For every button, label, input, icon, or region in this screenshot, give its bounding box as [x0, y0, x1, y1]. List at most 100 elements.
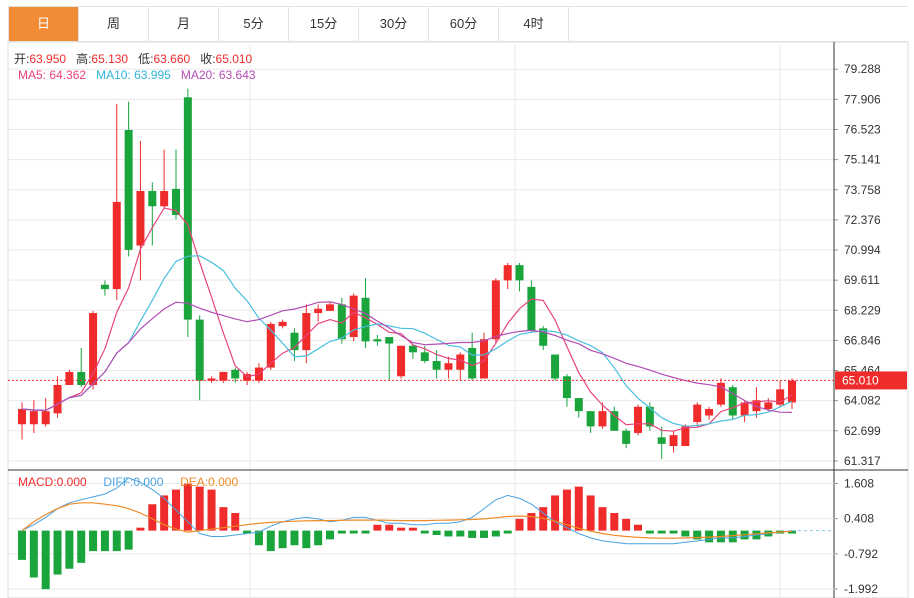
macd-tick-label: 0.408	[844, 512, 874, 526]
macd-bar	[622, 518, 631, 531]
candle-body	[610, 411, 619, 431]
macd-bar	[337, 530, 346, 534]
tab-0[interactable]: 日	[9, 7, 79, 41]
price-tick-label: 66.846	[844, 333, 881, 347]
candle-body	[681, 426, 690, 447]
macd-bar	[693, 530, 702, 540]
macd-bar	[361, 530, 370, 534]
macd-bar	[610, 513, 619, 531]
candle-body	[100, 284, 109, 290]
candle-body	[314, 308, 323, 314]
price-tick-label: 69.611	[844, 273, 880, 287]
macd-bar	[420, 530, 429, 534]
macd-bar	[195, 486, 204, 531]
candle-body	[491, 280, 500, 340]
tab-3[interactable]: 5分	[219, 7, 289, 41]
macd-bar	[112, 530, 121, 552]
ma20-line	[21, 301, 793, 413]
candle-body	[586, 411, 595, 427]
tab-7[interactable]: 4时	[499, 7, 569, 41]
candle-body	[728, 387, 737, 416]
candle-body	[515, 265, 524, 281]
macd-bar	[266, 530, 275, 552]
close-label: 收:	[200, 52, 216, 66]
tab-2[interactable]: 月	[149, 7, 219, 41]
last-price-label: 65.010	[842, 373, 879, 387]
tab-5[interactable]: 30分	[359, 7, 429, 41]
diff-value: 0.000	[133, 475, 164, 489]
candle-body	[53, 385, 62, 414]
dea-label: DEA:	[180, 475, 209, 489]
candle-body	[740, 402, 749, 416]
macd-label: MACD:	[18, 475, 57, 489]
candle-body	[705, 408, 714, 416]
macd-bar	[65, 530, 74, 569]
macd-bar	[681, 530, 690, 537]
candle-body	[764, 402, 773, 409]
candle-body	[148, 191, 157, 207]
macd-bar	[788, 530, 796, 534]
candle-body	[349, 295, 358, 338]
candle-body	[420, 352, 429, 362]
candle-body	[669, 435, 678, 447]
price-tick-label: 73.758	[844, 183, 881, 197]
dea-value: 0.000	[208, 475, 239, 489]
ma5-label: MA5:	[18, 68, 47, 82]
price-tick-label: 68.229	[844, 303, 881, 317]
macd-bar	[290, 530, 299, 546]
candle-body	[788, 380, 796, 403]
candle-body	[337, 304, 346, 340]
candle-body	[622, 430, 631, 444]
candle-body	[219, 371, 228, 381]
macd-bar	[551, 495, 560, 531]
candle-body	[527, 286, 536, 331]
macd-bar	[645, 530, 654, 534]
macd-bar	[491, 530, 500, 537]
ma5-value: 64.362	[49, 68, 87, 82]
macd-bar	[41, 530, 50, 590]
macd-bar	[124, 530, 133, 550]
price-tick-label: 79.288	[844, 62, 881, 76]
candle-body	[77, 371, 86, 385]
price-tick-label: 70.994	[844, 243, 881, 257]
macd-bar	[314, 530, 323, 546]
candle-body	[373, 339, 382, 342]
candle-body	[124, 130, 133, 250]
candle-body	[29, 411, 38, 425]
candle-body	[657, 437, 666, 444]
macd-bar	[408, 527, 417, 531]
close-value: 65.010	[215, 52, 253, 66]
candle-body	[385, 337, 394, 344]
price-tick-label: 76.523	[844, 122, 881, 136]
candle-body	[562, 376, 571, 399]
price-tick-label: 62.699	[844, 424, 881, 438]
macd-bar	[136, 527, 145, 531]
macd-bar	[160, 495, 169, 531]
macd-bar	[29, 530, 38, 578]
macd-tick-label: -1.992	[844, 582, 878, 596]
macd-bar	[89, 530, 98, 552]
macd-bar	[243, 530, 252, 534]
macd-bar	[100, 530, 109, 552]
macd-bar	[456, 530, 465, 537]
tab-4[interactable]: 15分	[289, 7, 359, 41]
tab-6[interactable]: 60分	[429, 7, 499, 41]
macd-bar	[598, 507, 607, 531]
high-value: 65.130	[91, 52, 129, 66]
macd-bar	[562, 489, 571, 531]
macd-bar	[148, 504, 157, 531]
candle-body	[752, 400, 761, 412]
candle-body	[160, 191, 169, 207]
macd-bar	[77, 530, 86, 563]
candle-body	[65, 371, 74, 385]
macd-bar	[231, 513, 240, 531]
macd-tick-label: 1.608	[844, 476, 874, 490]
macd-bar	[705, 530, 714, 543]
candle-body	[634, 406, 642, 433]
macd-bar	[207, 489, 216, 531]
ma10-line	[21, 255, 793, 427]
candle-body	[326, 304, 334, 311]
macd-bar	[480, 530, 488, 538]
tab-1[interactable]: 周	[79, 7, 149, 41]
